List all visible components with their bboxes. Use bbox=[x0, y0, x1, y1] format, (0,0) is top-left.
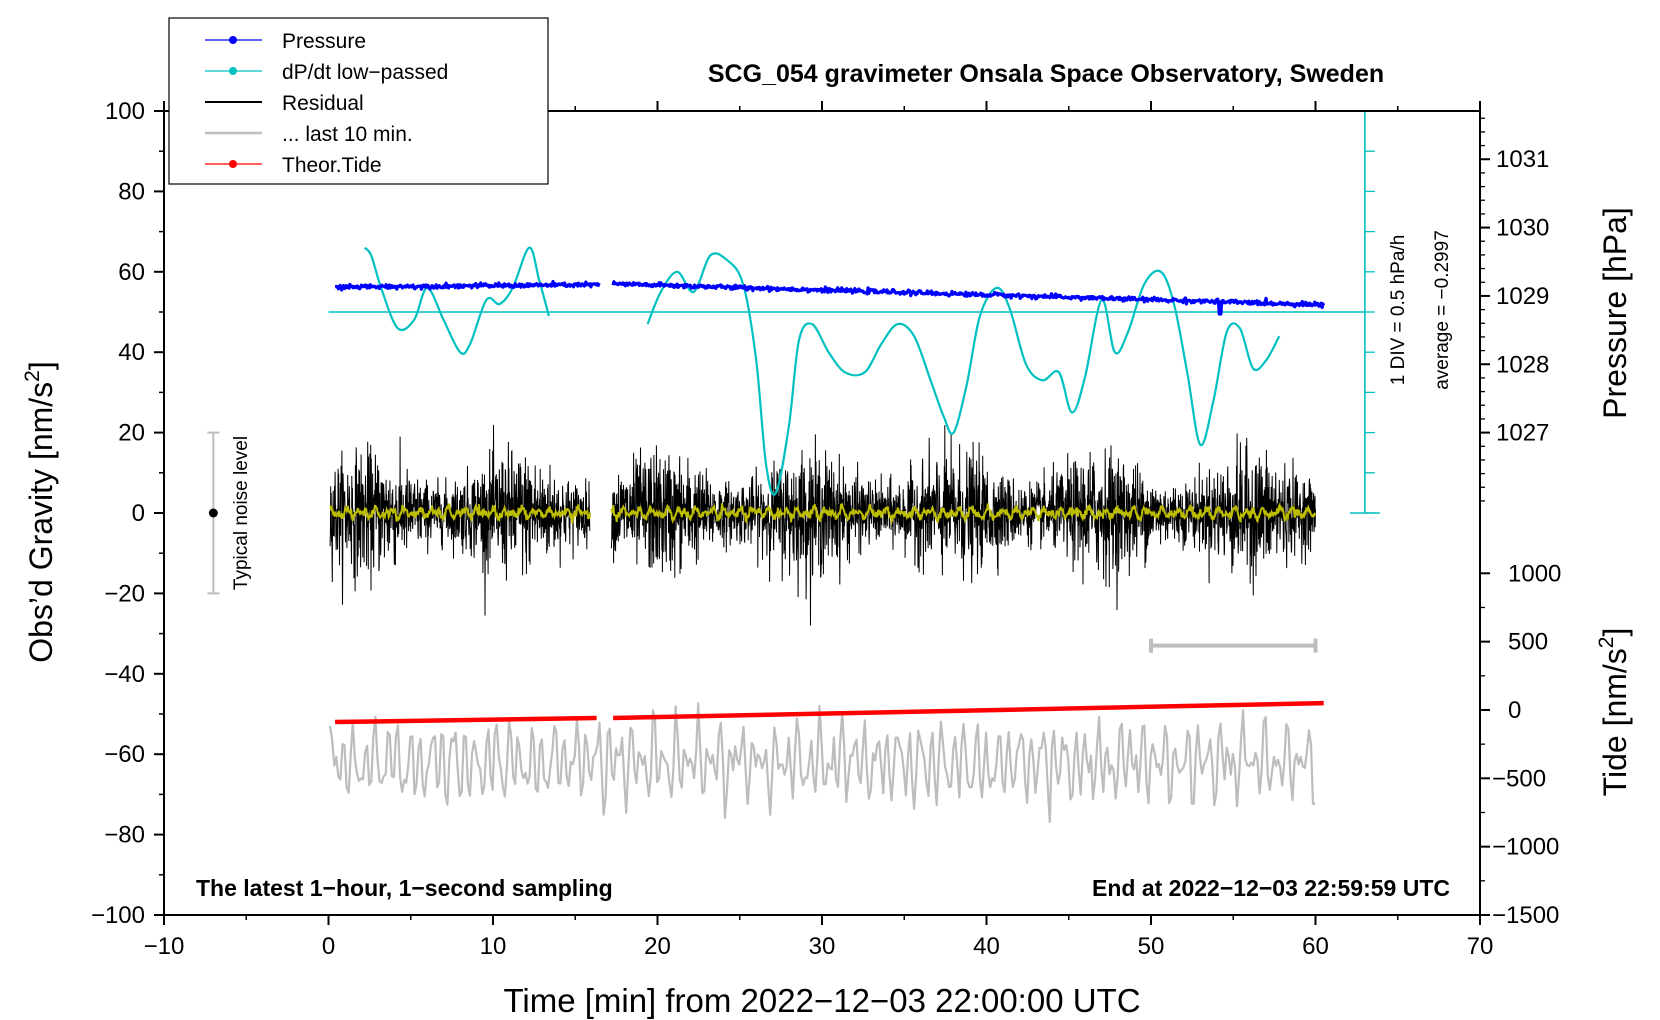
legend-label-last10: ... last 10 min. bbox=[282, 123, 413, 146]
legend-label-residual: Residual bbox=[282, 92, 364, 115]
y-axis-title-main: Obs’d Gravity [nm/s bbox=[23, 382, 59, 663]
x-tick-label: 50 bbox=[1138, 933, 1165, 960]
legend-label-tide: Theor.Tide bbox=[282, 154, 382, 177]
y-axis-title-end: ] bbox=[23, 361, 59, 370]
x-tick-label: 20 bbox=[644, 933, 671, 960]
legend: Pressure dP/dt low−passed Residual ... l… bbox=[168, 17, 549, 185]
x-tick-label: 0 bbox=[322, 933, 335, 960]
series-tide-line bbox=[613, 700, 1324, 721]
pressure-axis-title: Pressure [hPa] bbox=[1597, 207, 1633, 419]
legend-label-pressure: Pressure bbox=[282, 30, 366, 53]
x-tick-label: 40 bbox=[973, 933, 1000, 960]
x-tick-label: 60 bbox=[1302, 933, 1329, 960]
y-tick-label: −60 bbox=[104, 741, 145, 768]
pressure-tick-label: 1029 bbox=[1496, 283, 1549, 310]
y-tick-label: 0 bbox=[132, 500, 145, 527]
y-tick-label: 20 bbox=[118, 420, 145, 447]
noise-label: Typical noise level bbox=[231, 436, 252, 590]
x-tick-label: 30 bbox=[809, 933, 836, 960]
y-axis-title-sup: 2 bbox=[21, 370, 44, 382]
series-last10-line bbox=[329, 702, 1316, 823]
legend-entry-last10: ... last 10 min. bbox=[205, 123, 413, 146]
series-pressure-line bbox=[611, 280, 1326, 316]
series-residual-lowpassed-line bbox=[329, 502, 592, 524]
y-tick-label: 40 bbox=[118, 339, 145, 366]
legend-entry-pressure: Pressure bbox=[205, 30, 366, 53]
annotation-end-time: End at 2022−12−03 22:59:59 UTC bbox=[1092, 875, 1450, 901]
series-residual-line bbox=[610, 425, 1316, 626]
pressure-tick-label: 1030 bbox=[1496, 215, 1549, 242]
tide-tick-label: 0 bbox=[1508, 697, 1521, 724]
tide-axis-title-end: ] bbox=[1597, 628, 1633, 637]
tide-tick-label: 1000 bbox=[1508, 560, 1561, 587]
tide-tick-label: −1500 bbox=[1492, 902, 1559, 929]
legend-marker-tide bbox=[229, 160, 237, 168]
tide-axis-title: Tide [nm/s2] bbox=[1595, 628, 1633, 797]
pressure-tick-label: 1028 bbox=[1496, 351, 1549, 378]
y-tick-label: 100 bbox=[105, 98, 145, 125]
legend-entry-tide: Theor.Tide bbox=[205, 154, 382, 177]
legend-entry-residual: Residual bbox=[205, 92, 364, 115]
y-tick-label: −100 bbox=[91, 902, 145, 929]
tide-tick-label: 500 bbox=[1508, 629, 1548, 656]
series-dpdt-line bbox=[363, 246, 550, 355]
x-tick-label: 70 bbox=[1467, 933, 1494, 960]
legend-label-dpdt: dP/dt low−passed bbox=[282, 61, 448, 84]
series-tide-line bbox=[335, 715, 597, 725]
noise-bar-center bbox=[208, 508, 218, 518]
series-dpdt-line bbox=[646, 252, 1281, 496]
series-pressure-line bbox=[334, 279, 601, 292]
axes: −10 0 10 20 30 40 50 60 70−100−80−60−40−20020406… bbox=[91, 98, 1561, 960]
legend-marker-pressure bbox=[229, 36, 237, 44]
tide-axis-title-main: Tide [nm/s bbox=[1597, 648, 1633, 796]
x-tick-label: −10 bbox=[144, 933, 185, 960]
y-tick-label: 80 bbox=[118, 178, 145, 205]
chart-title: SCG_054 gravimeter Onsala Space Observat… bbox=[708, 60, 1384, 88]
y-axis-title: Obs’d Gravity [nm/s2] bbox=[21, 361, 59, 663]
annotation-latest: The latest 1−hour, 1−second sampling bbox=[196, 875, 613, 901]
legend-marker-dpdt bbox=[229, 67, 237, 75]
series-residual-lowpassed-line bbox=[610, 502, 1317, 526]
pressure-tick-label: 1031 bbox=[1496, 146, 1549, 173]
y-tick-label: −80 bbox=[104, 822, 145, 849]
pressure-tick-label: 1027 bbox=[1496, 420, 1549, 447]
x-tick-label: 10 bbox=[480, 933, 507, 960]
tide-axis-title-sup: 2 bbox=[1595, 637, 1618, 649]
legend-entry-dpdt: dP/dt low−passed bbox=[205, 61, 448, 84]
average-label: average = −0.2997 bbox=[1432, 230, 1453, 390]
tide-tick-label: −500 bbox=[1492, 765, 1546, 792]
x-axis-title: Time [min] from 2022−12−03 22:00:00 UTC bbox=[503, 982, 1140, 1019]
y-tick-label: 60 bbox=[118, 259, 145, 286]
tide-tick-label: −1000 bbox=[1492, 834, 1559, 861]
y-tick-label: −40 bbox=[104, 661, 145, 688]
div-label: 1 DIV = 0.5 hPa/h bbox=[1388, 235, 1409, 386]
y-tick-label: −20 bbox=[104, 580, 145, 607]
